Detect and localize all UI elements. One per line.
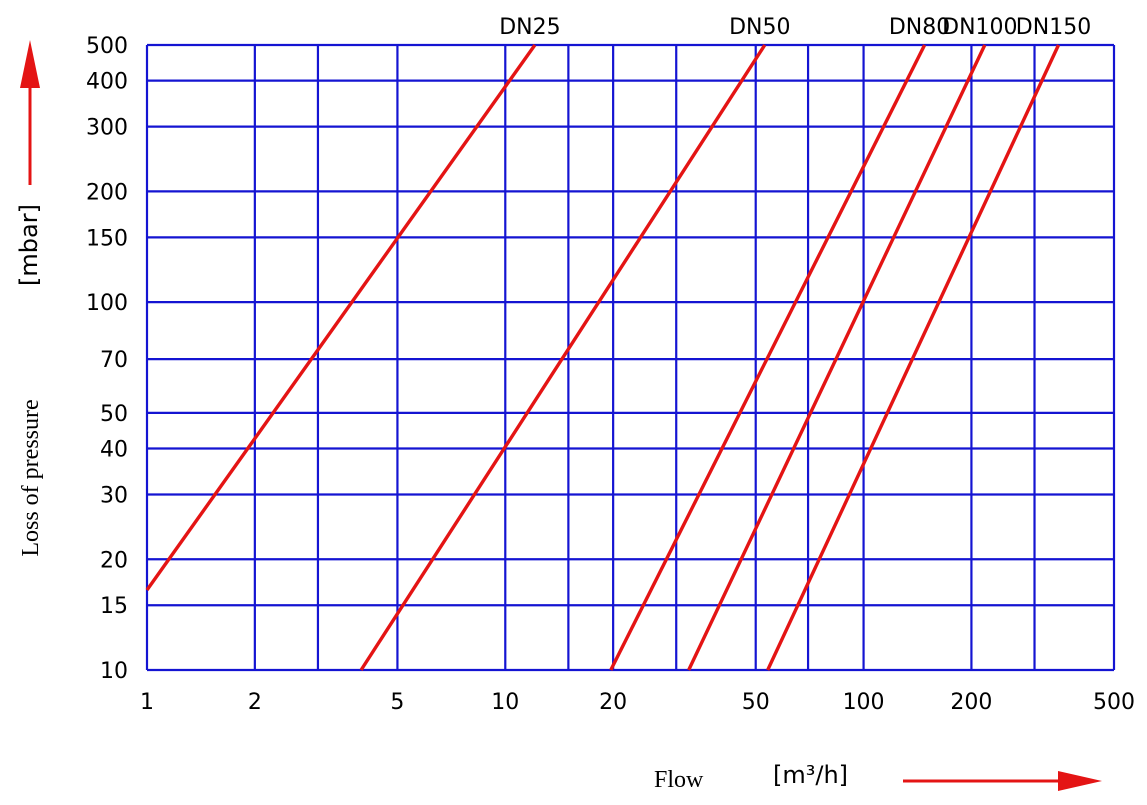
- series-line-dn150: [766, 44, 1061, 671]
- y-tick-label-40: 40: [100, 438, 128, 463]
- y-axis-title: Loss of pressure: [18, 399, 44, 556]
- series-label-dn50: DN50: [729, 15, 790, 40]
- x-tick-label-5: 5: [390, 690, 404, 715]
- series-label-dn80: DN80: [889, 15, 950, 40]
- y-tick-label-10: 10: [100, 659, 128, 684]
- y-tick-label-100: 100: [86, 291, 128, 316]
- y-axis-arrow: [20, 40, 40, 185]
- x-axis-arrow: [903, 771, 1102, 791]
- x-tick-label-500: 500: [1093, 690, 1135, 715]
- y-tick-label-20: 20: [100, 548, 128, 573]
- y-tick-label-400: 400: [86, 70, 128, 95]
- y-tick-label-300: 300: [86, 116, 128, 141]
- y-tick-label-500: 500: [86, 34, 128, 59]
- x-tick-label-20: 20: [599, 690, 627, 715]
- series-line-dn80: [609, 44, 927, 671]
- y-axis-unit: [mbar]: [15, 204, 43, 286]
- x-axis-title: Flow: [654, 767, 704, 793]
- grid: [145, 43, 1116, 672]
- x-tick-label-2: 2: [248, 690, 262, 715]
- series-lines: [145, 44, 1061, 671]
- series-line-dn50: [359, 44, 767, 671]
- y-tick-label-30: 30: [100, 483, 128, 508]
- x-tick-label-1: 1: [140, 690, 154, 715]
- x-tick-label-200: 200: [950, 690, 992, 715]
- x-axis-unit: [m³/h]: [773, 761, 848, 789]
- y-tick-label-200: 200: [86, 180, 128, 205]
- y-tick-labels: 10 15 20 30 40 50 70 100 150 200 300 400 500: [86, 34, 128, 684]
- x-tick-label-50: 50: [742, 690, 770, 715]
- series-line-dn100: [687, 44, 987, 671]
- x-tick-label-10: 10: [491, 690, 519, 715]
- y-tick-label-15: 15: [100, 594, 128, 619]
- series-line-dn25: [145, 44, 537, 591]
- series-label-dn100: DN100: [942, 15, 1017, 40]
- y-tick-label-50: 50: [100, 402, 128, 427]
- series-label-dn150: DN150: [1016, 15, 1091, 40]
- y-tick-label-70: 70: [100, 348, 128, 373]
- x-tick-labels: 1 2 5 10 20 50 100 200 500: [140, 690, 1135, 715]
- x-tick-label-100: 100: [843, 690, 885, 715]
- y-tick-label-150: 150: [86, 226, 128, 251]
- series-label-dn25: DN25: [499, 15, 560, 40]
